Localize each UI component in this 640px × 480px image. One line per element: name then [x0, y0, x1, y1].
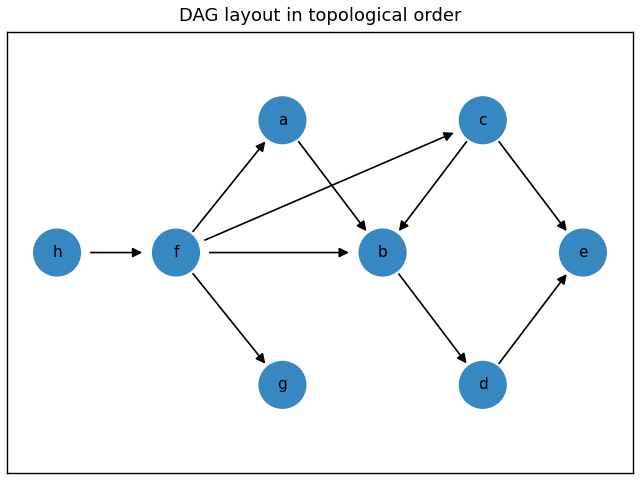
Point: [578, 249, 588, 256]
Text: f: f: [173, 245, 179, 260]
Title: DAG layout in topological order: DAG layout in topological order: [179, 7, 461, 25]
Point: [477, 117, 488, 124]
Text: d: d: [478, 377, 488, 392]
Point: [277, 117, 287, 124]
Point: [477, 381, 488, 389]
Text: c: c: [479, 113, 487, 128]
Point: [277, 381, 287, 389]
Text: h: h: [52, 245, 62, 260]
Text: a: a: [278, 113, 287, 128]
Point: [378, 249, 388, 256]
Text: g: g: [278, 377, 287, 392]
Text: e: e: [578, 245, 588, 260]
Point: [52, 249, 62, 256]
Point: [171, 249, 181, 256]
Text: b: b: [378, 245, 387, 260]
